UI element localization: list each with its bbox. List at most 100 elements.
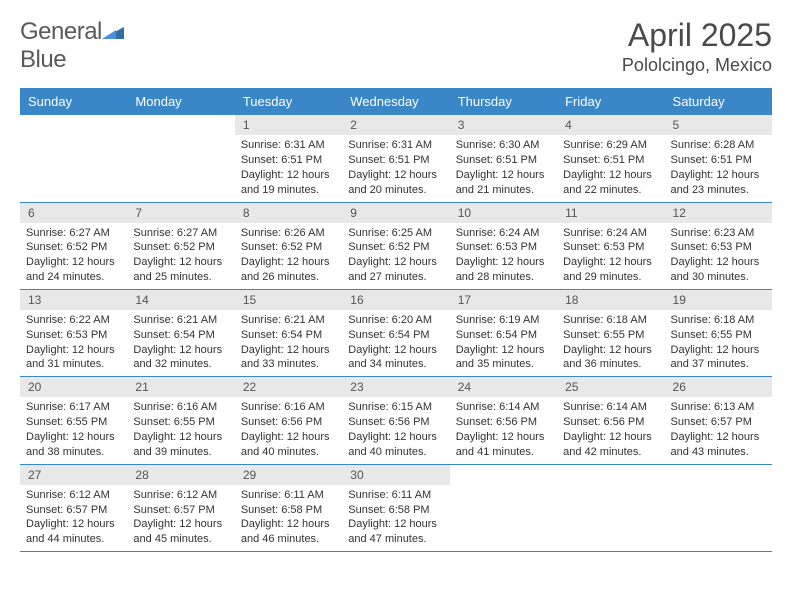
day-detail-line: Sunset: 6:55 PM — [26, 415, 121, 430]
day-details: Sunrise: 6:14 AMSunset: 6:56 PMDaylight:… — [557, 397, 664, 463]
day-detail-line: Sunrise: 6:15 AM — [348, 400, 443, 415]
day-detail-line: Sunrise: 6:31 AM — [348, 138, 443, 153]
logo-triangle-icon — [102, 18, 124, 46]
day-number: 25 — [557, 377, 664, 397]
day-number: 16 — [342, 290, 449, 310]
day-detail-line: and 28 minutes. — [456, 270, 551, 285]
day-detail-line: and 31 minutes. — [26, 357, 121, 372]
day-detail-line: Daylight: 12 hours — [456, 255, 551, 270]
calendar-cell: 6Sunrise: 6:27 AMSunset: 6:52 PMDaylight… — [20, 202, 127, 289]
day-details: Sunrise: 6:15 AMSunset: 6:56 PMDaylight:… — [342, 397, 449, 463]
day-detail-line: Daylight: 12 hours — [348, 430, 443, 445]
day-details: Sunrise: 6:18 AMSunset: 6:55 PMDaylight:… — [665, 310, 772, 376]
day-detail-line: Daylight: 12 hours — [563, 343, 658, 358]
weekday-header: Monday — [127, 88, 234, 115]
day-detail-line: and 22 minutes. — [563, 183, 658, 198]
day-detail-line: Sunrise: 6:24 AM — [563, 226, 658, 241]
logo-word1: General — [20, 18, 102, 45]
calendar-cell: 3Sunrise: 6:30 AMSunset: 6:51 PMDaylight… — [450, 115, 557, 202]
calendar-body: ..1Sunrise: 6:31 AMSunset: 6:51 PMDaylig… — [20, 115, 772, 551]
day-details: Sunrise: 6:31 AMSunset: 6:51 PMDaylight:… — [235, 135, 342, 201]
weekday-header: Thursday — [450, 88, 557, 115]
calendar-cell: 26Sunrise: 6:13 AMSunset: 6:57 PMDayligh… — [665, 377, 772, 464]
calendar-cell: 10Sunrise: 6:24 AMSunset: 6:53 PMDayligh… — [450, 202, 557, 289]
weekday-header: Friday — [557, 88, 664, 115]
day-number: 29 — [235, 465, 342, 485]
day-detail-line: and 21 minutes. — [456, 183, 551, 198]
day-detail-line: Sunrise: 6:16 AM — [133, 400, 228, 415]
day-detail-line: Sunset: 6:53 PM — [671, 240, 766, 255]
day-detail-line: Sunrise: 6:14 AM — [456, 400, 551, 415]
day-detail-line: Sunrise: 6:23 AM — [671, 226, 766, 241]
day-detail-line: and 27 minutes. — [348, 270, 443, 285]
day-detail-line: and 41 minutes. — [456, 445, 551, 460]
day-details: Sunrise: 6:29 AMSunset: 6:51 PMDaylight:… — [557, 135, 664, 201]
day-detail-line: Sunrise: 6:17 AM — [26, 400, 121, 415]
day-detail-line: Daylight: 12 hours — [133, 255, 228, 270]
day-detail-line: Daylight: 12 hours — [456, 430, 551, 445]
day-detail-line: Sunset: 6:51 PM — [671, 153, 766, 168]
calendar-row: 27Sunrise: 6:12 AMSunset: 6:57 PMDayligh… — [20, 464, 772, 551]
day-detail-line: Daylight: 12 hours — [241, 430, 336, 445]
day-detail-line: Daylight: 12 hours — [26, 343, 121, 358]
day-detail-line: Daylight: 12 hours — [456, 168, 551, 183]
day-detail-line: Sunset: 6:56 PM — [456, 415, 551, 430]
day-detail-line: Daylight: 12 hours — [348, 343, 443, 358]
day-detail-line: and 45 minutes. — [133, 532, 228, 547]
day-detail-line: Daylight: 12 hours — [563, 430, 658, 445]
day-detail-line: and 29 minutes. — [563, 270, 658, 285]
day-detail-line: Sunrise: 6:26 AM — [241, 226, 336, 241]
day-number: 12 — [665, 203, 772, 223]
day-detail-line: and 23 minutes. — [671, 183, 766, 198]
calendar-row: ..1Sunrise: 6:31 AMSunset: 6:51 PMDaylig… — [20, 115, 772, 202]
day-detail-line: Sunset: 6:57 PM — [26, 503, 121, 518]
calendar-cell: 2Sunrise: 6:31 AMSunset: 6:51 PMDaylight… — [342, 115, 449, 202]
weekday-header: Sunday — [20, 88, 127, 115]
day-detail-line: Daylight: 12 hours — [348, 168, 443, 183]
day-number: 23 — [342, 377, 449, 397]
day-detail-line: Sunrise: 6:18 AM — [563, 313, 658, 328]
day-detail-line: Sunrise: 6:28 AM — [671, 138, 766, 153]
day-detail-line: Daylight: 12 hours — [26, 430, 121, 445]
day-number: 18 — [557, 290, 664, 310]
weekday-header-row: SundayMondayTuesdayWednesdayThursdayFrid… — [20, 88, 772, 115]
day-detail-line: Sunset: 6:57 PM — [671, 415, 766, 430]
day-detail-line: Daylight: 12 hours — [348, 255, 443, 270]
day-details: Sunrise: 6:27 AMSunset: 6:52 PMDaylight:… — [20, 223, 127, 289]
day-detail-line: and 47 minutes. — [348, 532, 443, 547]
day-detail-line: and 25 minutes. — [133, 270, 228, 285]
day-details: Sunrise: 6:21 AMSunset: 6:54 PMDaylight:… — [127, 310, 234, 376]
location-text: Pololcingo, Mexico — [622, 55, 772, 76]
calendar-cell: 13Sunrise: 6:22 AMSunset: 6:53 PMDayligh… — [20, 289, 127, 376]
calendar-cell: 21Sunrise: 6:16 AMSunset: 6:55 PMDayligh… — [127, 377, 234, 464]
calendar-cell: 11Sunrise: 6:24 AMSunset: 6:53 PMDayligh… — [557, 202, 664, 289]
day-detail-line: and 44 minutes. — [26, 532, 121, 547]
day-detail-line: Sunset: 6:54 PM — [133, 328, 228, 343]
day-number: 20 — [20, 377, 127, 397]
day-detail-line: Sunset: 6:55 PM — [671, 328, 766, 343]
day-detail-line: Daylight: 12 hours — [241, 343, 336, 358]
day-detail-line: Sunrise: 6:16 AM — [241, 400, 336, 415]
logo-word2: Blue — [20, 46, 66, 73]
calendar-cell: 7 Sunrise: 6:27 AMSunset: 6:52 PMDaylight… — [127, 202, 234, 289]
day-detail-line: Sunrise: 6:24 AM — [456, 226, 551, 241]
day-detail-line: Daylight: 12 hours — [563, 255, 658, 270]
calendar-cell: 24Sunrise: 6:14 AMSunset: 6:56 PMDayligh… — [450, 377, 557, 464]
day-number: 13 — [20, 290, 127, 310]
calendar-cell: 9Sunrise: 6:25 AMSunset: 6:52 PMDaylight… — [342, 202, 449, 289]
day-details: Sunrise: 6:16 AMSunset: 6:56 PMDaylight:… — [235, 397, 342, 463]
page-title: April 2025 — [622, 18, 772, 53]
day-detail-line: Sunrise: 6:21 AM — [241, 313, 336, 328]
day-details: Sunrise: 6:11 AMSunset: 6:58 PMDaylight:… — [342, 485, 449, 551]
calendar-cell: 18Sunrise: 6:18 AMSunset: 6:55 PMDayligh… — [557, 289, 664, 376]
day-details: Sunrise: 6:26 AMSunset: 6:52 PMDaylight:… — [235, 223, 342, 289]
day-detail-line: Sunrise: 6:27 AM — [133, 226, 228, 241]
day-detail-line: Sunset: 6:54 PM — [456, 328, 551, 343]
day-detail-line: Sunset: 6:55 PM — [133, 415, 228, 430]
day-detail-line: Sunset: 6:52 PM — [133, 240, 228, 255]
day-detail-line: Sunrise: 6:25 AM — [348, 226, 443, 241]
day-details: Sunrise: 6:24 AMSunset: 6:53 PMDaylight:… — [557, 223, 664, 289]
logo-text: GeneralBlue — [20, 18, 124, 74]
weekday-header: Tuesday — [235, 88, 342, 115]
day-number: 7 — [127, 203, 234, 223]
